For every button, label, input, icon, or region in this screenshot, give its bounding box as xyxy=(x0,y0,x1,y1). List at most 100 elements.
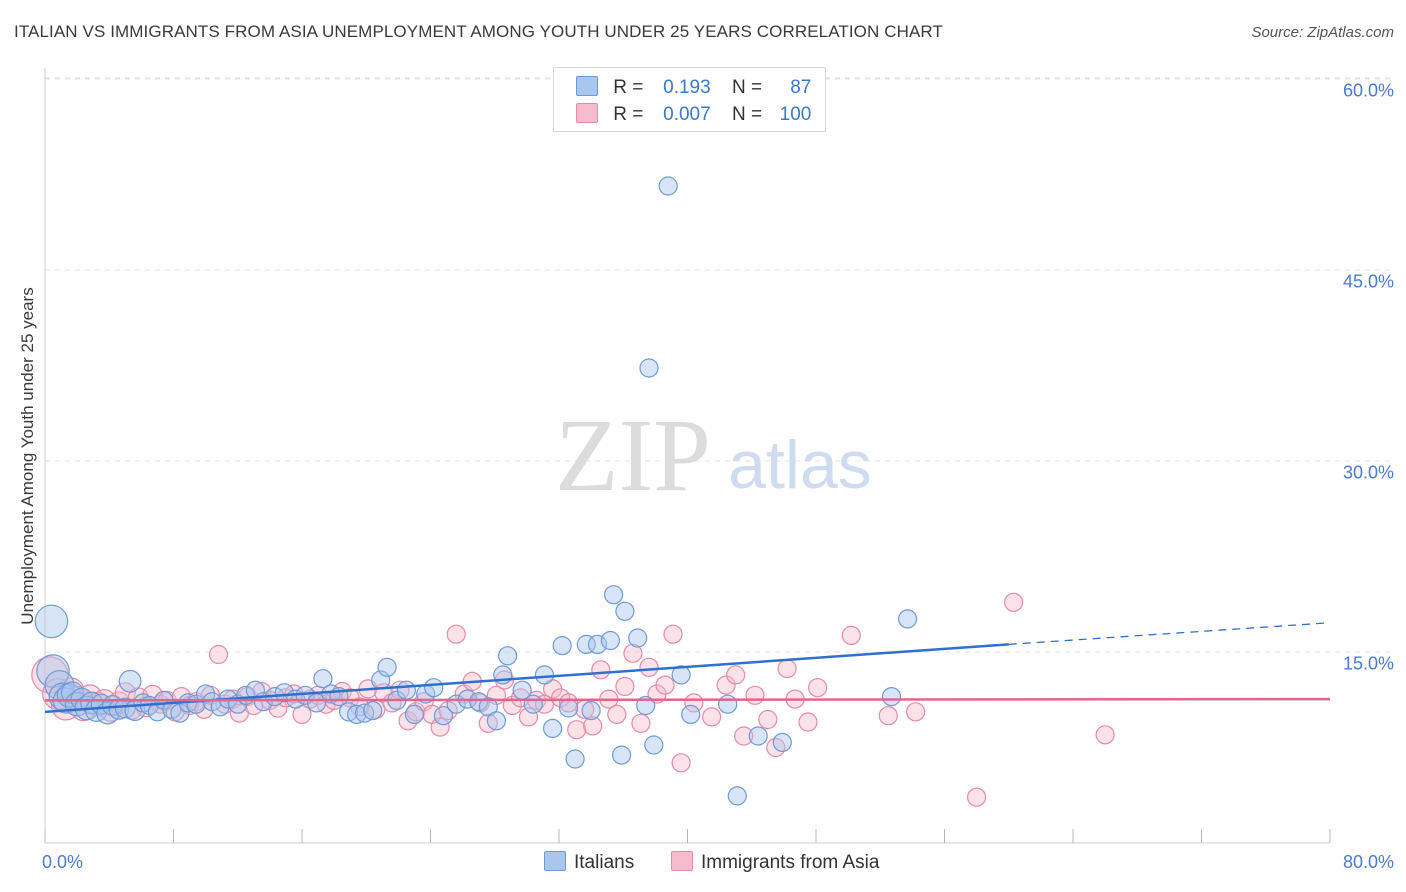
italians-trend-extension xyxy=(1008,622,1331,646)
asia-point xyxy=(671,753,691,773)
italians-point xyxy=(469,692,489,712)
asia-point xyxy=(878,706,898,726)
asia-point xyxy=(655,675,675,695)
asia-point xyxy=(1095,725,1115,745)
asia-point xyxy=(567,720,587,740)
correlation-legend: R = 0.193 N = 87 R = 0.007 N = 100 xyxy=(553,67,826,132)
asia-point xyxy=(631,713,651,733)
x-tick-label-max: 80.0% xyxy=(1342,852,1394,872)
bottom-legend-italians: Italians xyxy=(544,851,634,874)
italians-point xyxy=(523,694,543,714)
asia-point xyxy=(430,717,450,737)
y-tick-label: 30.0% xyxy=(1342,462,1394,483)
y-tick-label: 60.0% xyxy=(1342,80,1394,101)
legend-n-value: 100 xyxy=(779,104,812,125)
italians-swatch xyxy=(544,851,566,871)
italians-point xyxy=(404,704,424,725)
italians-point xyxy=(424,678,444,698)
italians-point xyxy=(671,665,691,685)
asia-point xyxy=(745,685,765,705)
italians-point xyxy=(396,680,416,700)
series-italians xyxy=(34,176,918,806)
italians-point xyxy=(748,726,768,746)
italians-point xyxy=(170,703,190,723)
italians-point xyxy=(897,609,918,629)
gridlines xyxy=(45,77,1395,653)
chart-title: ITALIAN VS IMMIGRANTS FROM ASIA UNEMPLOY… xyxy=(14,22,943,41)
italians-point xyxy=(498,646,518,666)
legend-r-value: 0.193 xyxy=(663,77,711,98)
italians-point xyxy=(615,601,635,621)
italians-point xyxy=(363,700,383,721)
italians-point xyxy=(34,604,69,639)
italians-point xyxy=(534,665,555,685)
asia-point xyxy=(518,707,539,727)
asia-swatch xyxy=(671,851,693,871)
legend-row-asia: R = 0.007 N = 100 xyxy=(576,103,811,126)
legend-r-value: 0.007 xyxy=(663,104,711,125)
legend-n-label: N = xyxy=(731,104,763,125)
italians-point xyxy=(552,635,572,656)
asia-point xyxy=(1003,592,1024,612)
bottom-legend-asia: Immigrants from Asia xyxy=(671,851,879,874)
asia-point xyxy=(615,676,635,697)
italians-point xyxy=(581,700,601,721)
asia-point xyxy=(583,716,603,736)
italians-point xyxy=(639,358,659,378)
italians-point xyxy=(628,628,648,648)
asia-point xyxy=(777,658,797,679)
italians-point xyxy=(565,749,585,769)
italians-point xyxy=(600,630,621,651)
asia-trend-line xyxy=(44,697,1331,702)
italians-point xyxy=(542,718,563,739)
asia-point xyxy=(607,704,627,725)
italians-point xyxy=(727,786,747,806)
italians-point xyxy=(274,683,294,703)
italians-point xyxy=(611,745,632,765)
legend-r-label: R = xyxy=(613,77,644,98)
asia-point xyxy=(841,625,861,646)
asia-point xyxy=(726,665,746,685)
source-credit: Source: ZipAtlas.com xyxy=(1251,24,1394,41)
asia-point xyxy=(966,787,987,807)
asia-point xyxy=(591,660,611,680)
italians-point xyxy=(603,585,624,605)
italians-point xyxy=(118,669,142,693)
asia-legend-label: Immigrants from Asia xyxy=(701,852,880,873)
italians-point xyxy=(433,706,453,726)
asia-point xyxy=(905,702,926,722)
asia-point xyxy=(623,643,643,663)
asia-point xyxy=(684,693,704,713)
asia-point xyxy=(734,726,754,746)
italians-point xyxy=(347,704,367,725)
italians-point xyxy=(576,634,596,655)
watermark-atlas: atlas xyxy=(728,427,872,503)
asia-point xyxy=(663,624,683,644)
italians-point xyxy=(486,711,506,731)
watermark: ZIP atlas xyxy=(555,398,872,513)
italians-point xyxy=(339,702,359,722)
asia-point xyxy=(798,712,818,732)
italians-swatch xyxy=(576,76,598,96)
legend-n-label: N = xyxy=(731,77,763,98)
italians-point xyxy=(772,732,792,753)
italians-point xyxy=(321,684,341,704)
asia-point xyxy=(758,709,778,730)
asia-point xyxy=(639,657,659,677)
italians-point xyxy=(881,686,902,707)
watermark-zip: ZIP xyxy=(555,398,711,513)
legend-row-italians: R = 0.193 N = 87 xyxy=(576,76,811,99)
asia-point xyxy=(701,707,722,727)
italians-point xyxy=(196,684,216,704)
asia-point xyxy=(446,624,466,644)
italians-point xyxy=(377,657,397,677)
asia-point xyxy=(114,682,136,704)
legend-r-label: R = xyxy=(613,104,644,125)
italians-point xyxy=(681,704,701,725)
italians-point xyxy=(313,669,333,689)
trend-lines xyxy=(44,622,1331,714)
axes xyxy=(44,68,1331,844)
y-tick-label: 45.0% xyxy=(1342,271,1394,292)
italians-point xyxy=(658,176,678,196)
